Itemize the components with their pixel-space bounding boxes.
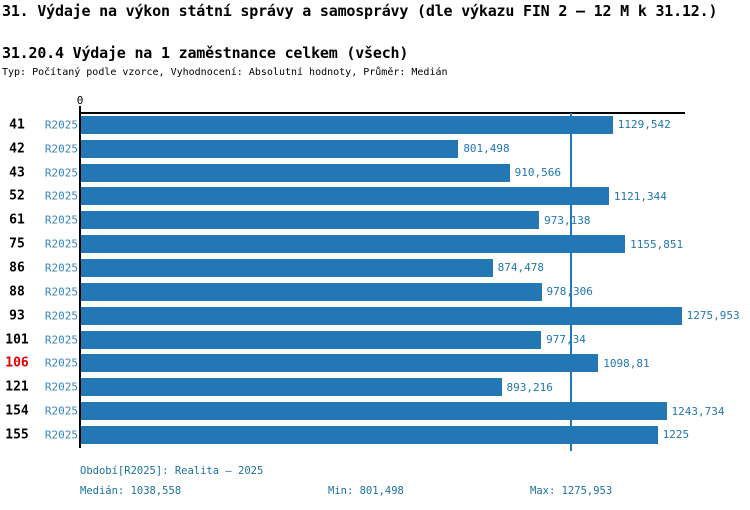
chart-row: 88 R2025 978,306 bbox=[0, 280, 750, 304]
bar bbox=[81, 330, 542, 349]
min-stat-label: Min: 801,498 bbox=[328, 485, 404, 497]
indicator-title: 31.20.4 Výdaje na 1 zaměstnance celkem (… bbox=[2, 44, 409, 62]
org-number-label: 42 bbox=[9, 141, 25, 157]
bar bbox=[81, 378, 502, 397]
bar-value-label: 801,498 bbox=[463, 142, 510, 156]
period-tag: R2025 bbox=[44, 189, 78, 203]
bar-track: 1121,344 bbox=[81, 187, 685, 206]
period-tag: R2025 bbox=[44, 261, 78, 275]
bar bbox=[81, 258, 493, 277]
bar-value-label: 1155,851 bbox=[630, 237, 684, 251]
chart-row: 101 R2025 977,34 bbox=[0, 328, 750, 352]
bar-value-label: 973,138 bbox=[544, 213, 591, 227]
bar-track: 1275,953 bbox=[81, 306, 740, 325]
bar-value-label: 893,216 bbox=[506, 380, 553, 394]
org-number-label: 61 bbox=[9, 212, 25, 228]
chart-row: 93 R2025 1275,953 bbox=[0, 304, 750, 328]
bar bbox=[81, 402, 667, 421]
bar-track: 1243,734 bbox=[81, 402, 725, 421]
chart-row: 121 R2025 893,216 bbox=[0, 375, 750, 399]
y-axis-line bbox=[79, 106, 81, 448]
chart-row: 61 R2025 973,138 bbox=[0, 208, 750, 232]
axis-zero-label: 0 bbox=[76, 94, 84, 107]
org-number-label: 93 bbox=[9, 308, 25, 324]
period-tag: R2025 bbox=[44, 237, 78, 251]
period-tag: R2025 bbox=[44, 309, 78, 323]
bar bbox=[81, 139, 459, 158]
median-stat-label: Medián: 1038,558 bbox=[80, 485, 182, 497]
org-number-label: 75 bbox=[9, 236, 25, 252]
bar bbox=[81, 282, 542, 301]
bar-value-label: 874,478 bbox=[497, 261, 545, 275]
bar bbox=[81, 425, 658, 444]
period-tag: R2025 bbox=[44, 404, 78, 418]
org-number-label: 88 bbox=[9, 284, 25, 300]
org-number-label: 52 bbox=[9, 188, 25, 204]
bar-value-label: 1275,953 bbox=[686, 309, 740, 323]
chart-row: 86 R2025 874,478 bbox=[0, 256, 750, 280]
bar-value-label: 1129,542 bbox=[617, 118, 671, 132]
period-tag: R2025 bbox=[44, 118, 78, 132]
bar bbox=[81, 211, 540, 230]
bar-track: 893,216 bbox=[81, 378, 685, 397]
chart-rows: 41 R2025 1129,542 42 R2025 801,498 43 R2025 910,… bbox=[0, 113, 750, 447]
org-number-label: 154 bbox=[5, 403, 29, 419]
median-line bbox=[569, 113, 572, 451]
bar-value-label: 1098,81 bbox=[603, 356, 650, 370]
period-tag: R2025 bbox=[44, 380, 78, 394]
bar bbox=[81, 163, 510, 182]
period-tag: R2025 bbox=[44, 428, 78, 442]
bar-track: 801,498 bbox=[81, 139, 685, 158]
bar-track: 1155,851 bbox=[81, 235, 685, 254]
chart-row: 43 R2025 910,566 bbox=[0, 161, 750, 185]
org-number-label: 41 bbox=[9, 117, 25, 133]
period-tag: R2025 bbox=[44, 356, 78, 370]
bar-track: 874,478 bbox=[81, 258, 685, 277]
bar bbox=[81, 354, 599, 373]
org-number-label: 43 bbox=[9, 165, 25, 181]
bar-value-label: 977,34 bbox=[546, 333, 586, 347]
org-number-label: 86 bbox=[9, 260, 25, 276]
report-title: 31. Výdaje na výkon státní správy a samo… bbox=[2, 2, 718, 20]
indicator-meta: Typ: Počítaný podle vzorce, Vyhodnocení:… bbox=[2, 67, 448, 78]
chart-row: 42 R2025 801,498 bbox=[0, 137, 750, 161]
bar-track: 977,34 bbox=[81, 330, 685, 349]
period-tag: R2025 bbox=[44, 142, 78, 156]
x-axis-line bbox=[80, 112, 685, 114]
bar-track: 973,138 bbox=[81, 211, 685, 230]
bar-value-label: 1243,734 bbox=[671, 404, 725, 418]
bar bbox=[81, 235, 626, 254]
bar bbox=[81, 115, 613, 134]
chart-row: 52 R2025 1121,344 bbox=[0, 185, 750, 209]
period-tag: R2025 bbox=[44, 166, 78, 180]
max-stat-label: Max: 1275,953 bbox=[530, 485, 613, 497]
org-number-label: 155 bbox=[5, 427, 29, 443]
bar-value-label: 1225 bbox=[662, 428, 690, 442]
period-tag: R2025 bbox=[44, 333, 78, 347]
chart-row: 75 R2025 1155,851 bbox=[0, 232, 750, 256]
period-tag: R2025 bbox=[44, 213, 78, 227]
org-number-label: 101 bbox=[5, 332, 29, 348]
org-number-label: 106 bbox=[5, 355, 29, 371]
chart-row: 154 R2025 1243,734 bbox=[0, 399, 750, 423]
period-label: Období[R2025]: Realita – 2025 bbox=[80, 465, 264, 477]
bar-track: 1129,542 bbox=[81, 115, 685, 134]
period-tag: R2025 bbox=[44, 285, 78, 299]
bar bbox=[81, 306, 682, 325]
bar-value-label: 978,306 bbox=[546, 285, 593, 299]
org-number-label: 121 bbox=[5, 379, 29, 395]
chart-row: 41 R2025 1129,542 bbox=[0, 113, 750, 137]
bar-value-label: 910,566 bbox=[514, 166, 562, 180]
bar bbox=[81, 187, 609, 206]
bar-value-label: 1121,344 bbox=[613, 189, 667, 203]
chart-row: 155 R2025 1225 bbox=[0, 423, 750, 447]
bar-track: 1098,81 bbox=[81, 354, 685, 373]
bar-track: 978,306 bbox=[81, 282, 685, 301]
bar-track: 910,566 bbox=[81, 163, 685, 182]
chart-row: 106 R2025 1098,81 bbox=[0, 351, 750, 375]
bar-track: 1225 bbox=[81, 425, 689, 444]
